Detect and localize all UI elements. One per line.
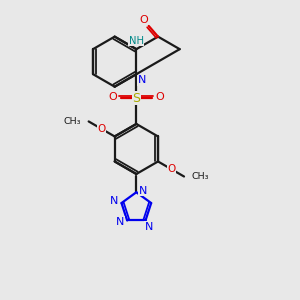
Text: CH₃: CH₃ bbox=[192, 172, 209, 181]
Text: O: O bbox=[167, 164, 176, 174]
Text: N: N bbox=[139, 186, 147, 196]
Text: O: O bbox=[108, 92, 117, 102]
Text: CH₃: CH₃ bbox=[64, 117, 81, 126]
Text: O: O bbox=[139, 15, 148, 25]
Text: NH: NH bbox=[129, 36, 144, 46]
Text: N: N bbox=[137, 75, 146, 85]
Text: N: N bbox=[110, 196, 118, 206]
Text: O: O bbox=[97, 124, 106, 134]
Text: O: O bbox=[155, 92, 164, 102]
Text: S: S bbox=[132, 92, 140, 105]
Text: N: N bbox=[116, 217, 124, 227]
Text: N: N bbox=[145, 222, 153, 232]
